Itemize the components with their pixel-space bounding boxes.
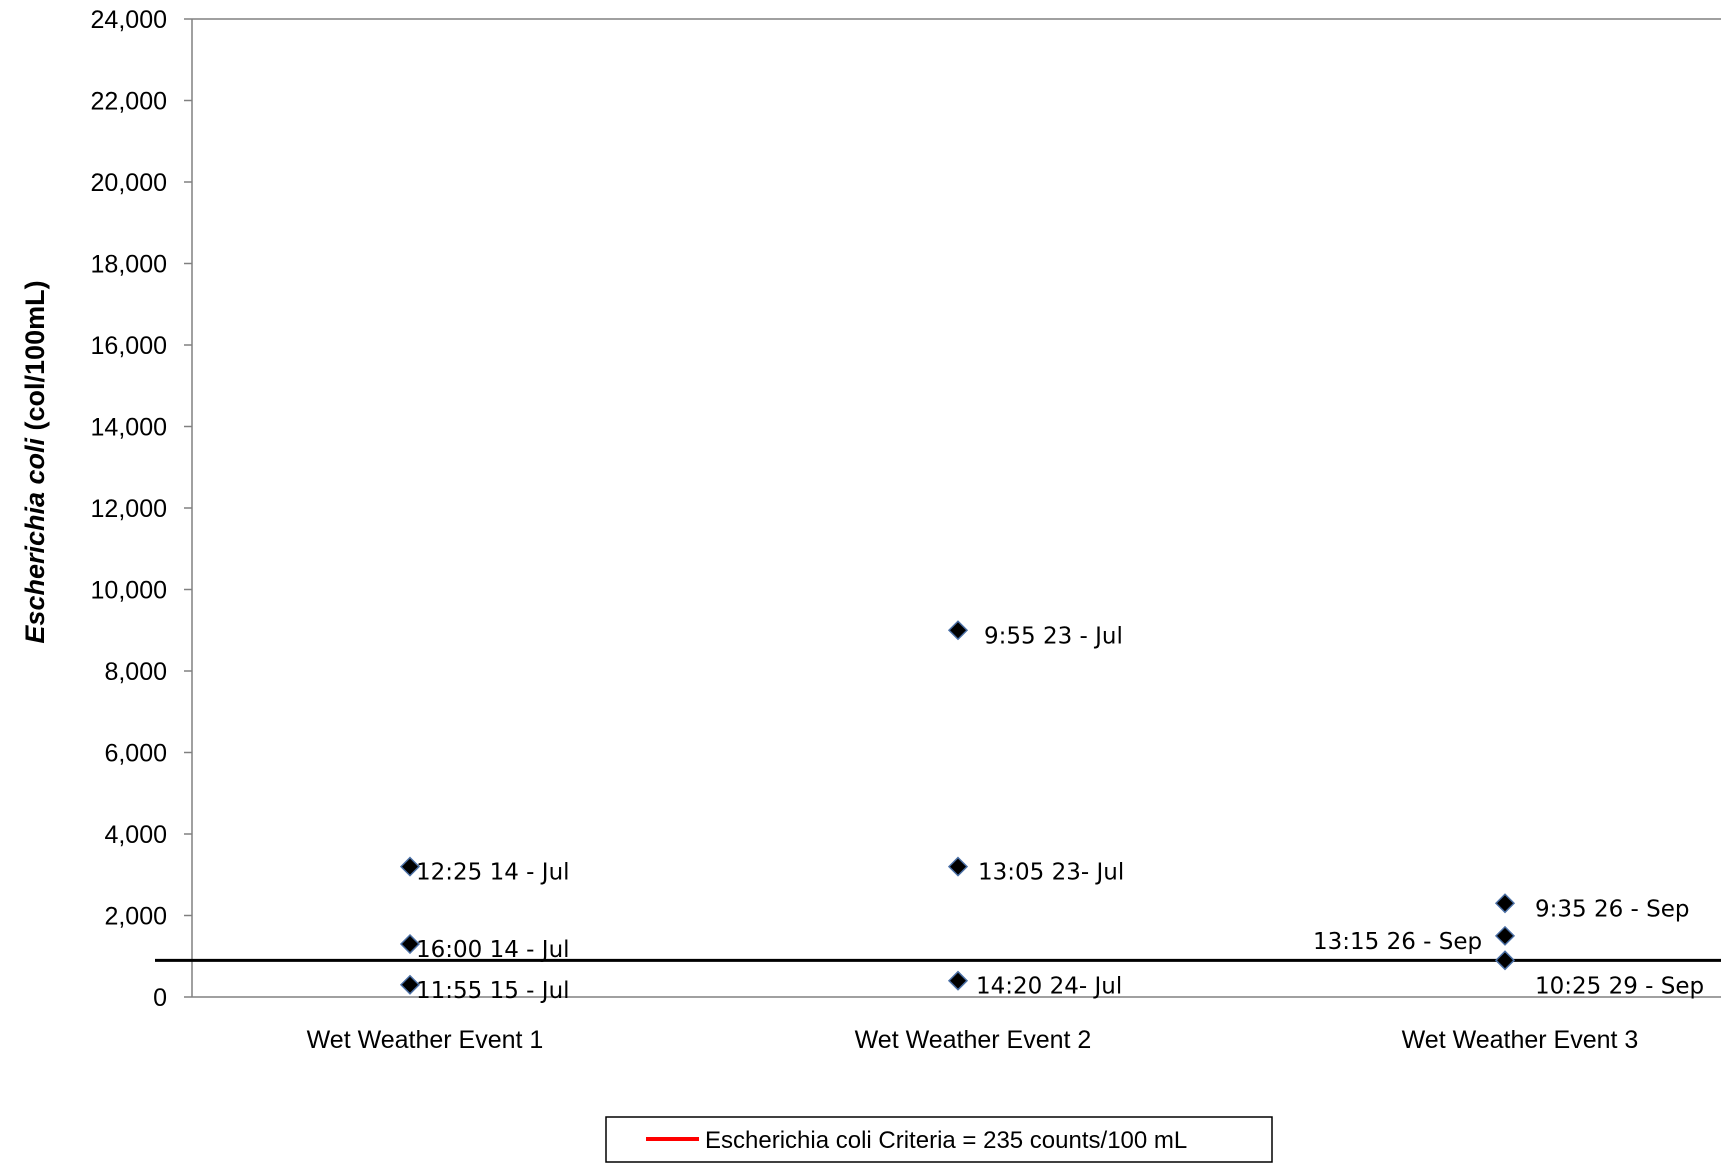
y-tick-label: 20,000 bbox=[91, 169, 167, 197]
y-tick-label: 0 bbox=[153, 984, 167, 1012]
data-point-marker bbox=[947, 970, 969, 991]
data-point-marker bbox=[399, 933, 421, 955]
data-point-label: 16:00 14 - Jul bbox=[416, 937, 570, 963]
legend: Escherichia coli Criteria = 235 counts/1… bbox=[605, 1116, 1273, 1163]
y-tick-label: 4,000 bbox=[104, 821, 167, 849]
data-point-marker bbox=[947, 620, 969, 641]
data-point-marker bbox=[1494, 925, 1516, 946]
data-point-marker bbox=[947, 856, 969, 877]
y-axis-title-unit: (col/100mL) bbox=[20, 280, 50, 438]
data-point-marker bbox=[1494, 893, 1516, 914]
y-tick-label: 22,000 bbox=[91, 88, 167, 116]
x-category-label: Wet Weather Event 1 bbox=[307, 1026, 544, 1054]
y-tick-label: 12,000 bbox=[91, 495, 167, 523]
y-tick-label: 10,000 bbox=[91, 577, 167, 605]
y-tick-label: 8,000 bbox=[104, 658, 167, 686]
data-point-label: 12:25 14 - Jul bbox=[416, 860, 570, 886]
data-point-label: 10:25 29 - Sep bbox=[1535, 973, 1704, 999]
data-point-label: 9:55 23 - Jul bbox=[984, 623, 1123, 649]
data-point-label: 13:15 26 - Sep bbox=[1313, 929, 1482, 955]
data-points: 12:25 14 - Jul 16:00 14 - Jul 11:55 15 - J… bbox=[399, 620, 1704, 1004]
axes: 0 2,000 4,000 6,000 8,000 10,000 12,000 14,000 1… bbox=[91, 6, 1721, 1054]
legend-label: Escherichia coli Criteria = 235 counts/1… bbox=[705, 1127, 1187, 1154]
data-point-label: 14:20 24- Jul bbox=[976, 974, 1122, 1000]
y-tick-label: 24,000 bbox=[91, 6, 167, 34]
data-point-marker bbox=[399, 856, 421, 877]
y-axis-title: Escherichia coli (col/100mL) bbox=[20, 280, 50, 643]
legend-box bbox=[605, 1116, 1273, 1163]
y-tick-label: 14,000 bbox=[91, 414, 167, 442]
data-point-marker bbox=[399, 974, 421, 995]
data-point-label: 13:05 23- Jul bbox=[978, 860, 1124, 886]
y-tick-label: 18,000 bbox=[91, 251, 167, 279]
data-point-label: 11:55 15 - Jul bbox=[416, 978, 570, 1004]
data-point-label: 9:35 26 - Sep bbox=[1535, 896, 1690, 922]
y-tick-label: 2,000 bbox=[104, 903, 167, 931]
x-category-label: Wet Weather Event 3 bbox=[1402, 1026, 1639, 1054]
y-tick-label: 16,000 bbox=[91, 332, 167, 360]
data-point-marker bbox=[1494, 950, 1516, 971]
y-tick-label: 6,000 bbox=[104, 740, 167, 768]
x-category-label: Wet Weather Event 2 bbox=[855, 1026, 1092, 1054]
y-axis-title-italic: Escherichia coli bbox=[20, 437, 50, 643]
